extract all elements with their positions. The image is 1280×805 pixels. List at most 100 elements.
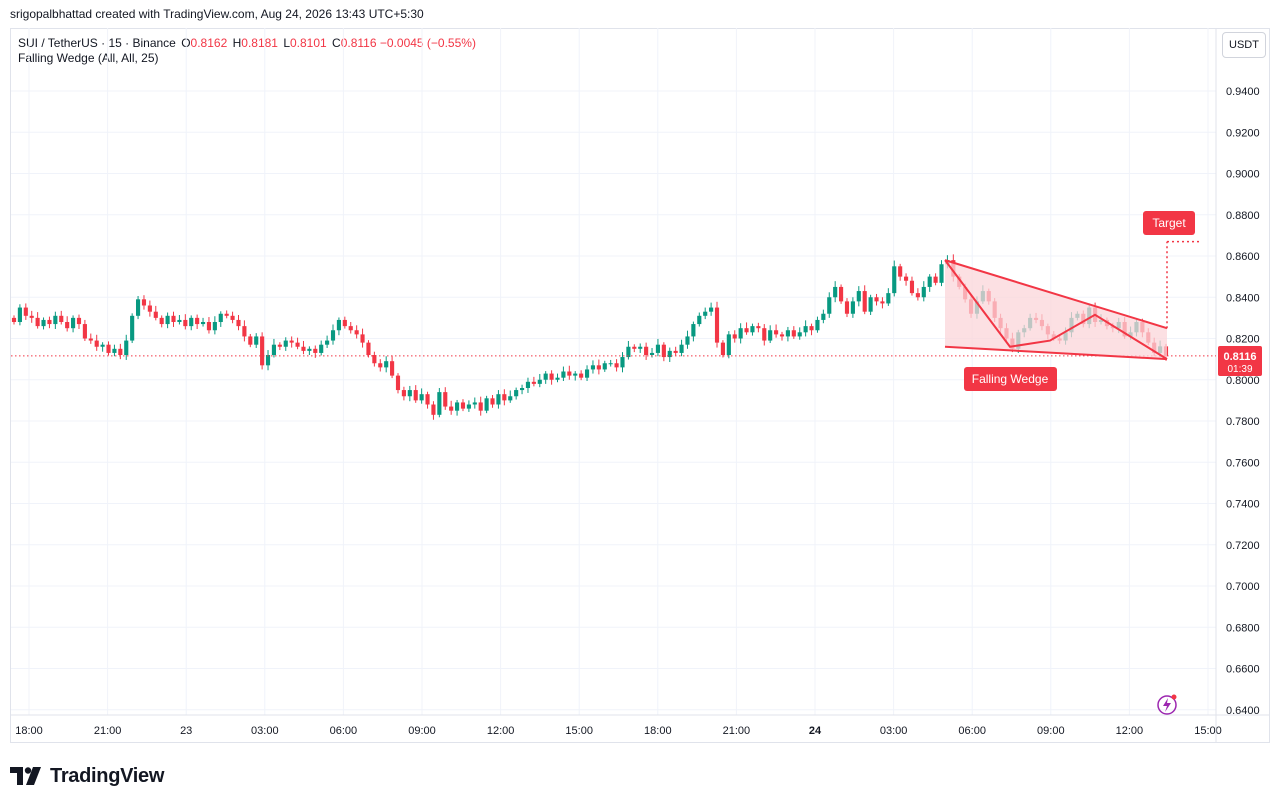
candle-body[interactable] [531,381,536,384]
tradingview-brand[interactable]: TradingView [10,763,164,789]
candle-body[interactable] [661,344,666,358]
candle-body[interactable] [768,330,773,341]
candle-body[interactable] [94,340,99,347]
candle-body[interactable] [130,315,135,341]
candle-body[interactable] [265,355,271,366]
candle-body[interactable] [100,344,105,347]
candle-body[interactable] [372,355,377,364]
candle-body[interactable] [827,297,832,314]
candle-body[interactable] [880,301,885,304]
candle-body[interactable] [809,326,814,331]
candle-body[interactable] [673,350,678,353]
candle-body[interactable] [590,365,596,370]
candle-body[interactable] [218,313,223,322]
candle-body[interactable] [868,297,873,312]
candle-body[interactable] [874,297,879,302]
candle-body[interactable] [378,363,383,368]
candle-body[interactable] [898,266,903,277]
candle-body[interactable] [608,363,613,365]
candle-body[interactable] [567,371,572,376]
currency-button[interactable]: USDT [1222,32,1266,58]
candle-body[interactable] [519,388,525,391]
candle-body[interactable] [59,315,64,322]
candle-body[interactable] [927,276,932,287]
candle-body[interactable] [147,305,152,312]
candle-body[interactable] [779,334,785,337]
candle-body[interactable] [903,276,909,281]
lightning-icon[interactable] [1157,695,1177,715]
candle-body[interactable] [124,340,129,355]
candle-body[interactable] [236,319,241,327]
candle-body[interactable] [892,266,897,294]
candle-body[interactable] [573,373,578,376]
candle-body[interactable] [514,390,519,397]
candle-body[interactable] [177,319,182,322]
candle-body[interactable] [508,396,513,401]
candle-body[interactable] [833,286,838,298]
candle-body[interactable] [472,402,477,405]
candle-body[interactable] [348,326,353,331]
candle-body[interactable] [502,394,507,401]
candle-body[interactable] [141,299,147,306]
candle-body[interactable] [189,317,194,327]
candle-body[interactable] [407,390,412,397]
candle-body[interactable] [703,311,708,316]
target-label-box[interactable] [1143,211,1195,235]
candle-body[interactable] [41,319,46,327]
candle-body[interactable] [47,319,52,325]
candle-body[interactable] [774,330,779,335]
candle-body[interactable] [460,402,466,409]
candle-body[interactable] [366,342,371,355]
candle-body[interactable] [797,332,802,337]
candle-body[interactable] [750,326,755,333]
candle-body[interactable] [649,352,655,355]
candle-body[interactable] [679,344,684,353]
candle-body[interactable] [159,317,164,325]
candle-body[interactable] [65,322,70,329]
candle-body[interactable] [614,363,619,368]
candle-body[interactable] [301,346,306,351]
candle-body[interactable] [697,315,702,325]
candle-body[interactable] [11,317,17,322]
candle-body[interactable] [543,373,548,380]
candle-body[interactable] [88,338,93,341]
candle-body[interactable] [644,346,649,355]
candle-body[interactable] [579,373,584,378]
candle-body[interactable] [709,307,714,312]
candle-body[interactable] [224,313,229,316]
candle-body[interactable] [336,319,341,331]
candle-body[interactable] [419,394,424,401]
candle-body[interactable] [307,348,312,351]
candle-body[interactable] [289,340,294,343]
candle-body[interactable] [655,344,661,353]
candle-body[interactable] [785,330,790,337]
candle-body[interactable] [915,293,920,298]
candle-body[interactable] [313,348,318,353]
candle-body[interactable] [330,330,336,341]
candle-body[interactable] [395,375,401,391]
candle-body[interactable] [744,328,749,333]
candle-body[interactable] [803,326,808,333]
candle-body[interactable] [939,264,944,283]
candle-body[interactable] [295,342,300,347]
candle-body[interactable] [260,336,265,366]
candle-body[interactable] [549,373,554,380]
candle-body[interactable] [537,379,542,384]
candle-body[interactable] [112,348,117,353]
pattern-label-box[interactable] [964,367,1057,391]
candle-body[interactable] [76,317,82,325]
candle-body[interactable] [449,406,454,411]
candle-body[interactable] [909,280,915,294]
candle-body[interactable] [71,317,76,329]
candle-body[interactable] [384,361,389,368]
candle-body[interactable] [638,346,643,349]
candle-body[interactable] [431,404,436,415]
candle-body[interactable] [584,369,590,378]
candle-body[interactable] [496,394,501,405]
wedge-lower-line[interactable] [944,345,1168,361]
candle-body[interactable] [844,301,850,314]
candle-body[interactable] [277,344,282,347]
candle-body[interactable] [525,381,531,388]
candle-body[interactable] [206,322,212,331]
